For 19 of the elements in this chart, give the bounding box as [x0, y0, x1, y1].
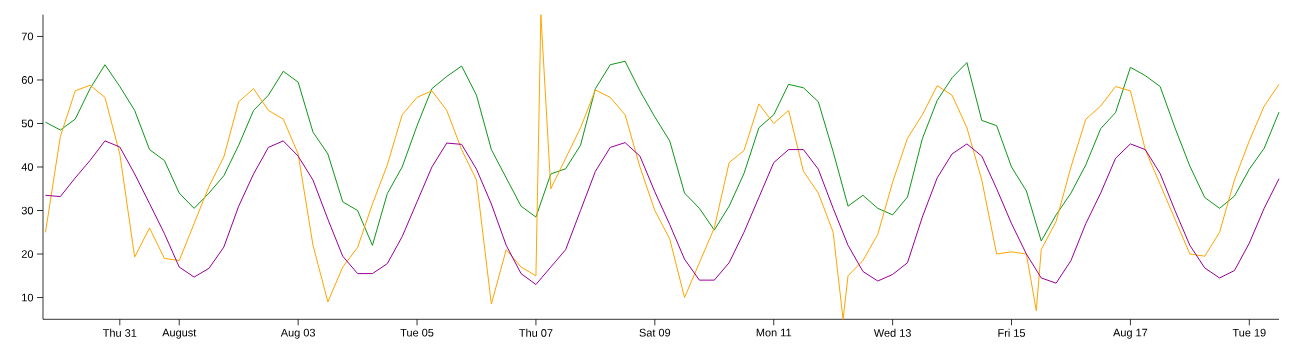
x-tick-label: Sat 09 — [639, 328, 671, 337]
y-tick-label: 20 — [21, 250, 34, 258]
x-tick-label: Wed 13 — [873, 328, 911, 337]
x-tick-label: Aug 17 — [1113, 328, 1148, 339]
x-tick-label: Aug 03 — [280, 328, 316, 339]
y-tick-label: 50 — [21, 119, 34, 128]
line-series — [44, 60, 1280, 246]
y-tick-label: 60 — [21, 76, 34, 84]
x-tick-label: Tue 19 — [1232, 328, 1266, 337]
x-tick-label: Thu 31 — [102, 328, 137, 337]
x-tick-label: Fri 15 — [998, 328, 1026, 337]
y-tick-label: 30 — [21, 206, 34, 215]
x-tick-label: Mon 11 — [756, 328, 792, 337]
x-tick-label: Thu 07 — [519, 328, 553, 337]
y-tick-label: 10 — [22, 293, 34, 302]
y-tick-label: 70 — [21, 32, 34, 41]
x-tick-label: Tue 05 — [400, 328, 434, 337]
x-tick-label: August — [162, 328, 197, 339]
y-tick-label: 40 — [21, 163, 34, 171]
